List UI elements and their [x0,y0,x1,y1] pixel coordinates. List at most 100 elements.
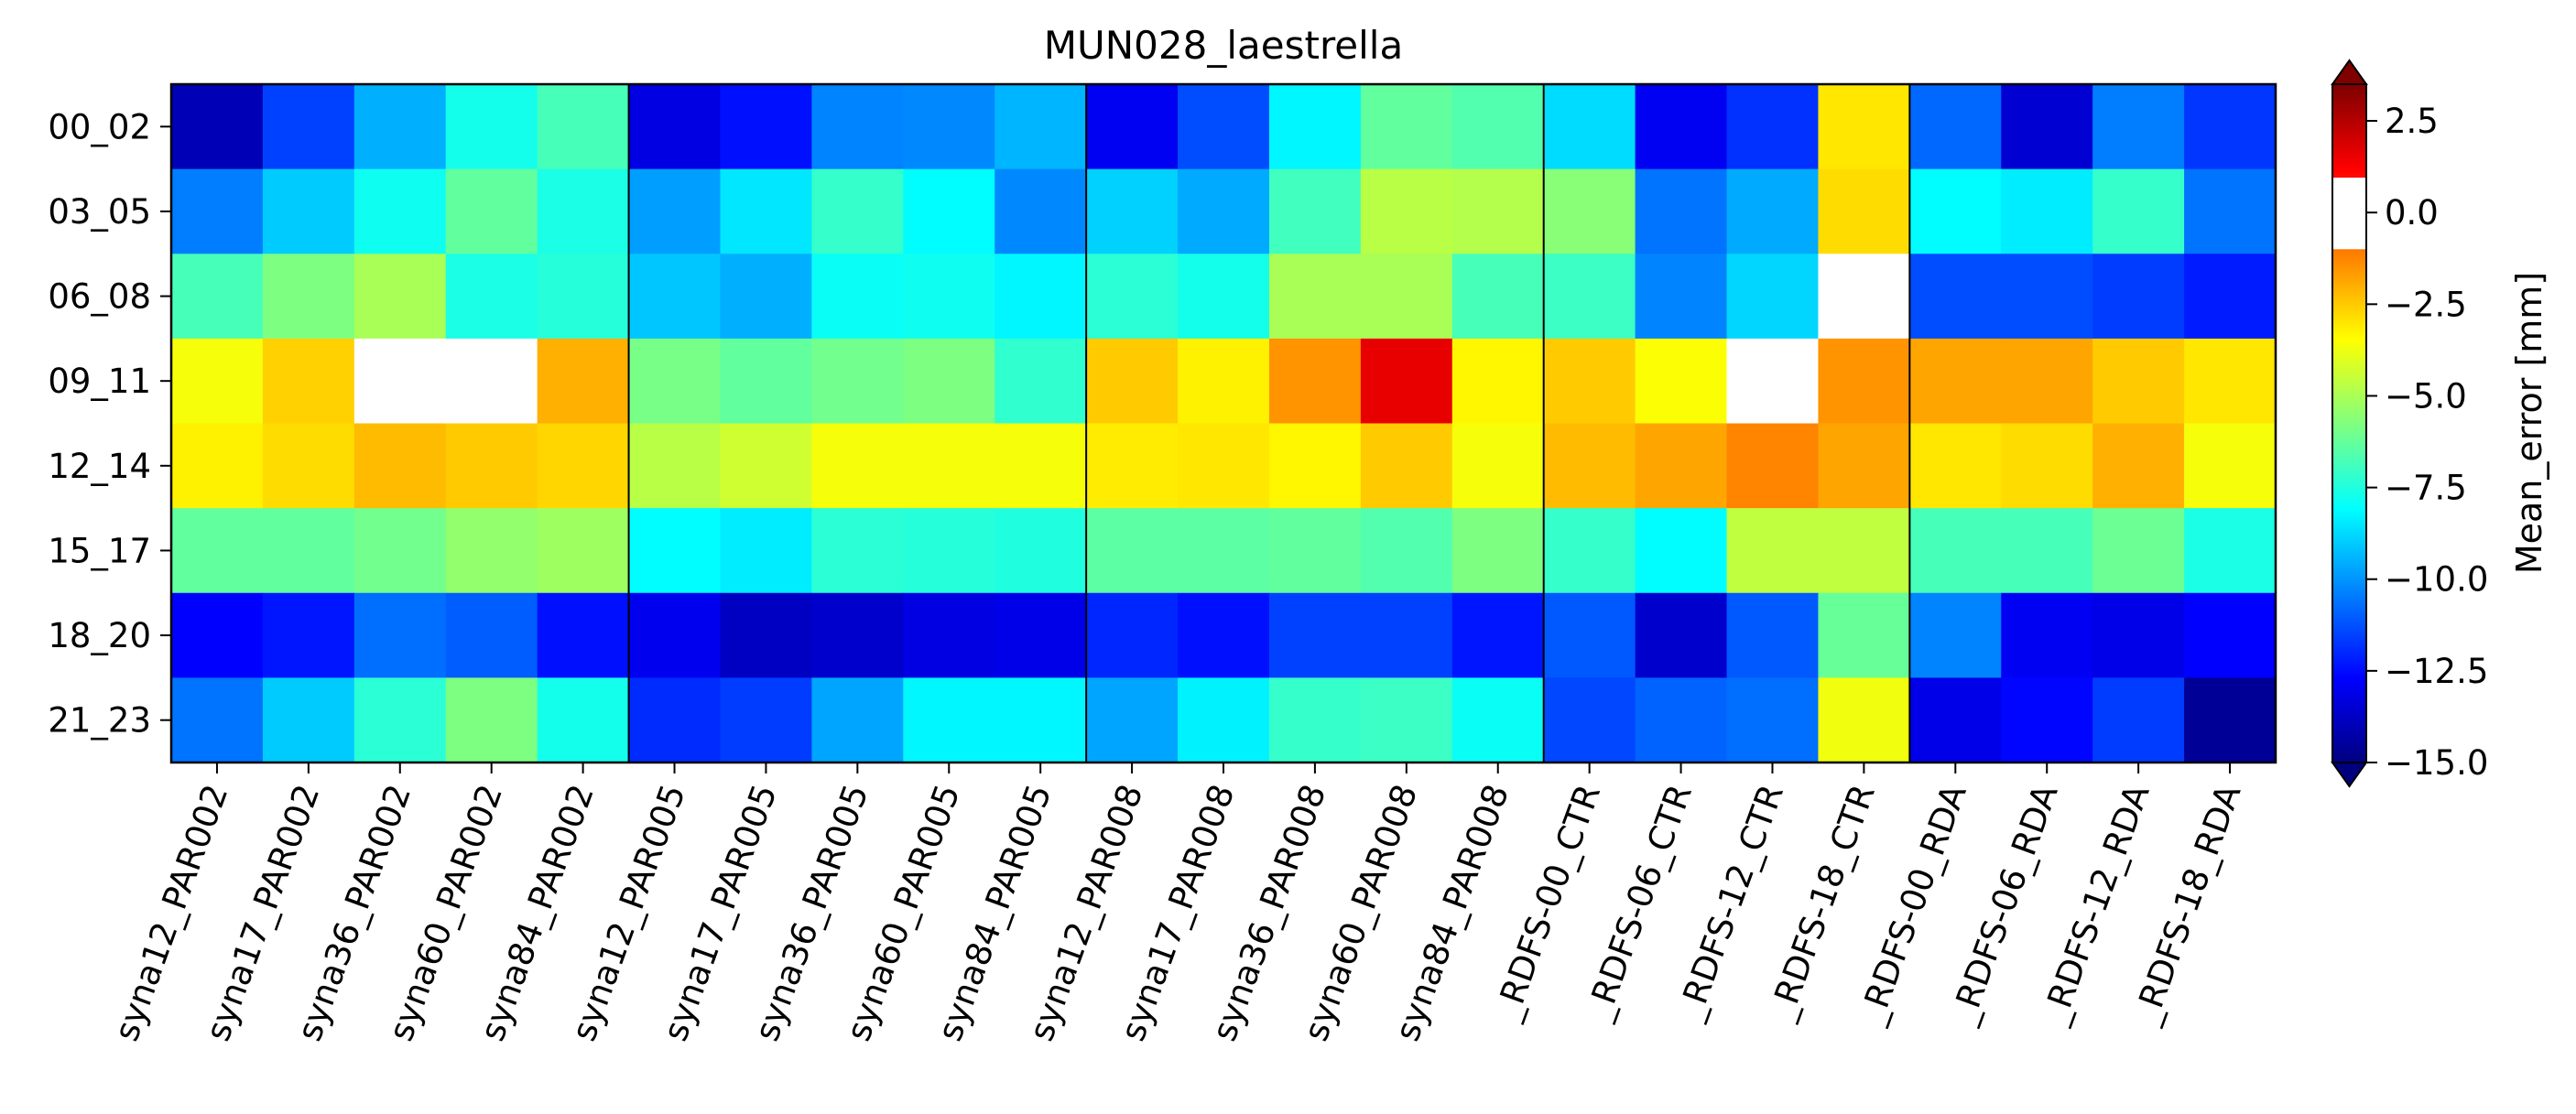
heatmap-cell-15_17-syna12_PAR008 [1086,508,1179,594]
heatmap-cell-21_23-syna60_PAR005 [903,677,995,763]
colorbar-segment [2332,283,2366,287]
heatmap-cell-09_11-syna17_PAR005 [720,338,812,425]
colorbar-segment [2332,568,2366,573]
colorbar-segment [2332,452,2366,457]
colorbar-segment [2332,460,2366,464]
heatmap-cell-00_02-syna17_PAR008 [1178,84,1270,170]
colorbar-segment [2332,216,2366,221]
heatmap-cell-21_23-_RDFS-18_CTR [1818,677,1910,763]
heatmap-cell-00_02-syna60_PAR008 [1360,84,1453,170]
colorbar-segment [2332,139,2366,144]
heatmap-cell-12_14-_RDFS-00_CTR [1543,423,1636,509]
heatmap-cell-09_11-syna36_PAR002 [353,338,447,425]
colorbar-segment [2332,712,2366,716]
colorbar-segment [2332,438,2366,443]
colorbar-segment [2332,234,2366,239]
colorbar-tick-label: −7.5 [2385,469,2467,508]
heatmap-cell-15_17-syna36_PAR005 [811,508,904,594]
y-tick-label: 12_14 [48,447,151,486]
heatmap-cell-18_20-syna60_PAR005 [903,592,995,678]
heatmap-cell-12_14-syna60_PAR002 [445,423,538,509]
colorbar-segment [2332,160,2366,165]
heatmap-cell-21_23-syna60_PAR002 [445,677,538,763]
colorbar-segment [2332,384,2366,387]
heatmap-cell-18_20-syna60_PAR002 [445,592,538,678]
heatmap-cell-00_02-syna12_PAR005 [628,84,722,170]
colorbar-segment [2332,309,2366,313]
colorbar-segment [2332,420,2366,425]
colorbar-segment [2332,150,2366,155]
heatmap-cell-18_20-syna36_PAR008 [1268,592,1362,678]
heatmap-cell-00_02-syna36_PAR005 [811,84,904,170]
chart-title: MUN028_laestrella [1044,23,1403,68]
heatmap-cell-12_14-_RDFS-06_CTR [1635,423,1728,509]
heatmap-cell-00_02-_RDFS-18_CTR [1818,84,1910,170]
colorbar-segment [2332,449,2366,454]
colorbar-segment [2332,277,2366,281]
heatmap-cell-00_02-syna36_PAR002 [353,84,447,170]
colorbar-segment [2332,103,2366,106]
heatmap-cell-03_05-syna60_PAR005 [903,168,995,254]
colorbar-segment [2332,335,2366,340]
heatmap-cell-03_05-_RDFS-06_RDA [2001,168,2093,254]
colorbar-tick-label: 0.0 [2385,193,2439,233]
heatmap-cell-00_02-_RDFS-06_CTR [1635,84,1728,170]
heatmap-cell-18_20-syna84_PAR002 [537,592,630,678]
heatmap-cell-06_08-syna12_PAR008 [1086,254,1179,340]
heatmap-cell-03_05-_RDFS-00_RDA [1909,168,2002,254]
colorbar-segment [2332,402,2366,406]
colorbar-segment [2332,486,2366,491]
heatmap-cell-12_14-syna84_PAR005 [995,423,1087,509]
colorbar-segment [2332,707,2366,710]
colorbar-segment [2332,518,2366,523]
heatmap-cell-15_17-_RDFS-12_CTR [1726,508,1820,594]
colorbar-segment [2332,266,2366,271]
colorbar-segment [2332,245,2366,250]
colorbar-segment [2332,354,2366,358]
colorbar-segment [2332,209,2366,212]
colorbar-segment [2332,222,2366,226]
heatmap-cell-15_17-_RDFS-12_RDA [2092,508,2185,594]
colorbar-segment [2332,686,2366,689]
colorbar-segment [2332,251,2366,255]
colorbar-segment [2332,370,2366,374]
heatmap-cell-03_05-_RDFS-06_CTR [1635,168,1728,254]
heatmap-cell-06_08-syna36_PAR008 [1268,254,1362,340]
colorbar-segment [2332,693,2366,698]
heatmap-cell-18_20-_RDFS-00_RDA [1909,592,2002,678]
heatmap-cell-06_08-syna84_PAR002 [537,254,630,340]
heatmap-cell-18_20-_RDFS-06_CTR [1635,592,1728,678]
heatmap-cell-03_05-syna84_PAR002 [537,168,630,254]
colorbar-segment [2332,296,2366,300]
colorbar-segment [2332,136,2366,141]
colorbar-segment [2332,529,2366,533]
colorbar-segment [2332,733,2366,737]
heatmap-cell-09_11-syna12_PAR008 [1086,338,1179,425]
heatmap-cell-09_11-_RDFS-18_RDA [2184,338,2277,425]
y-tick-label: 03_05 [48,192,151,232]
heatmap-cell-18_20-syna36_PAR005 [811,592,904,678]
colorbar-segment [2332,547,2366,552]
heatmap-cell-15_17-syna36_PAR008 [1268,508,1362,594]
heatmap-cell-09_11-syna36_PAR005 [811,338,904,425]
heatmap-cell-21_23-_RDFS-18_RDA [2184,677,2277,763]
colorbar-segment [2332,108,2366,112]
colorbar-segment [2332,447,2366,451]
heatmap-cell-00_02-syna84_PAR008 [1451,84,1545,170]
heatmap-cell-06_08-syna36_PAR002 [353,254,447,340]
colorbar-segment [2332,203,2366,207]
heatmap-cell-00_02-syna60_PAR002 [445,84,538,170]
colorbar-segment [2332,298,2366,303]
colorbar-segment [2332,479,2366,482]
colorbar-segment [2332,280,2366,284]
colorbar-segment [2332,346,2366,351]
colorbar-segment [2332,494,2366,499]
heatmap-cell-15_17-syna84_PAR005 [995,508,1087,594]
heatmap-cell-09_11-syna36_PAR008 [1268,338,1362,425]
colorbar-segment [2332,341,2366,345]
colorbar-segment [2332,240,2366,244]
heatmap-cell-09_11-_RDFS-06_RDA [2001,338,2093,425]
colorbar-segment [2332,287,2366,292]
colorbar-segment [2332,219,2366,223]
colorbar-segment [2332,394,2366,398]
